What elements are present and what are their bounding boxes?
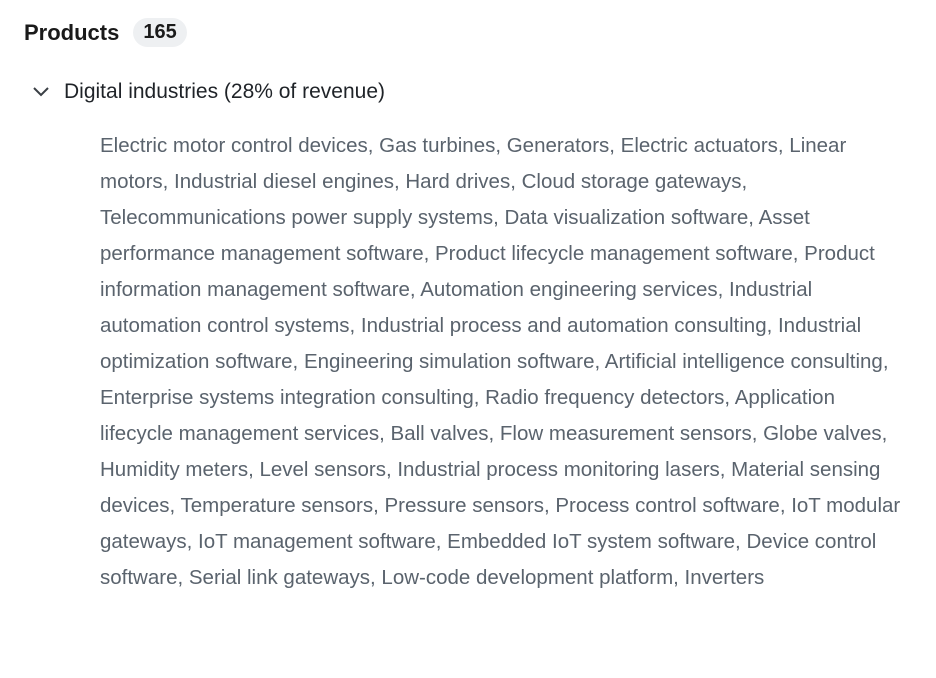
section-toggle-digital-industries[interactable]: Digital industries (28% of revenue)	[30, 80, 385, 104]
section-title: Digital industries (28% of revenue)	[64, 80, 385, 103]
products-header: Products 165	[24, 18, 187, 47]
page-title: Products	[24, 19, 120, 45]
products-list-text: Electric motor control devices, Gas turb…	[100, 134, 901, 589]
count-badge: 165	[133, 18, 187, 47]
chevron-down-icon	[33, 87, 49, 97]
